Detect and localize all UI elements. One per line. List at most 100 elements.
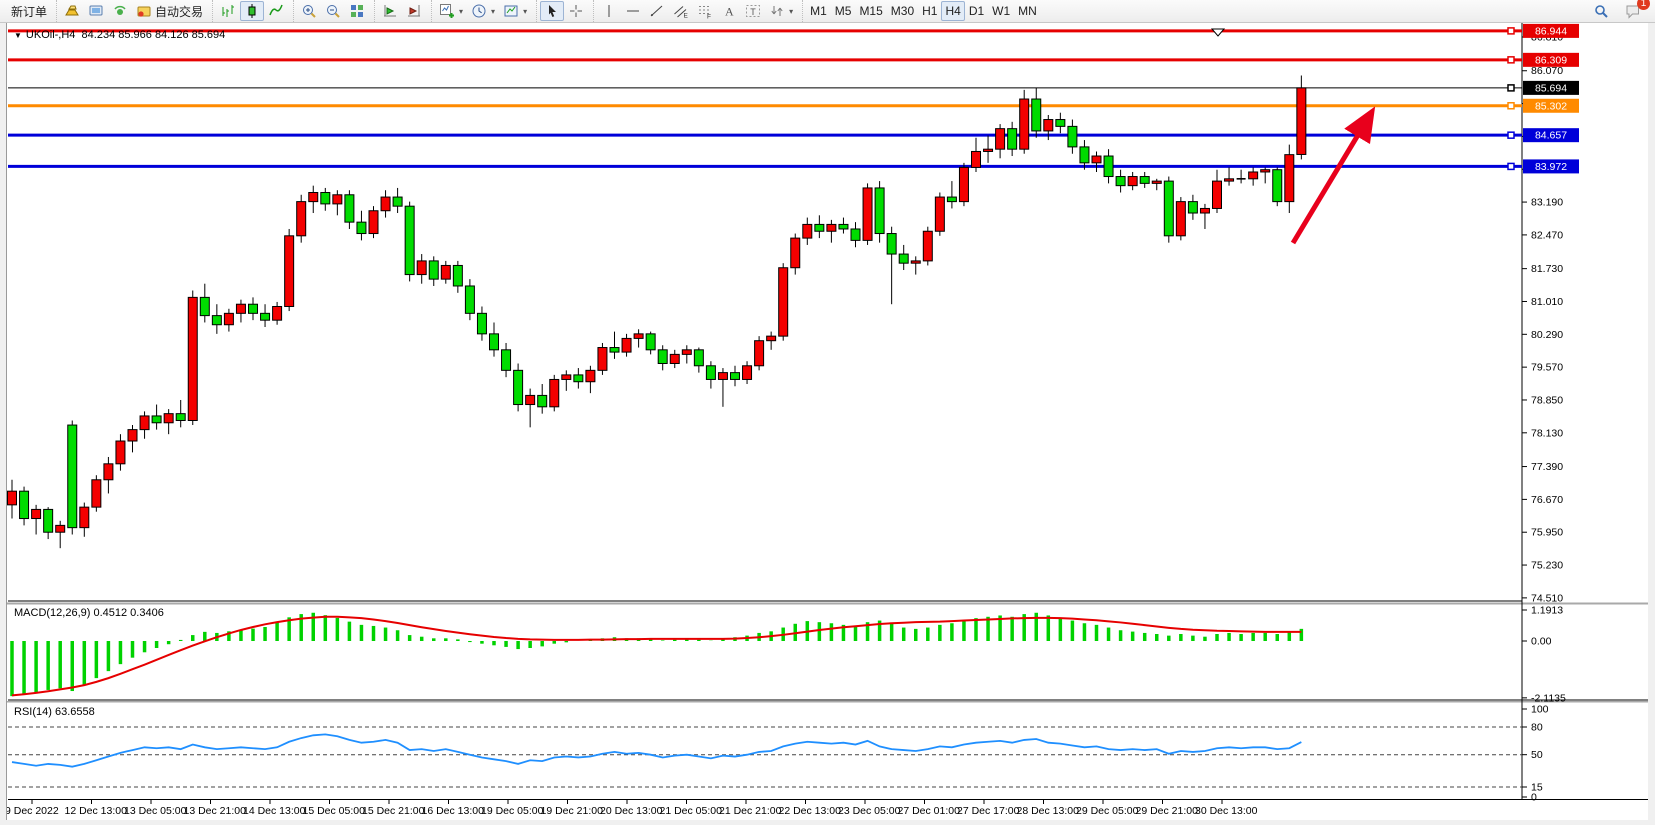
svg-text:86.944: 86.944 — [1535, 25, 1567, 37]
toolbar-group — [212, 0, 291, 22]
svg-text:84.657: 84.657 — [1535, 130, 1567, 142]
candlestick-chart-button[interactable] — [240, 1, 265, 21]
tf-m30-button[interactable]: M30 — [887, 1, 918, 21]
hline-icon — [625, 3, 641, 19]
chat-button[interactable]: 1 — [1621, 0, 1650, 21]
svg-text:78.130: 78.130 — [1531, 427, 1563, 439]
add-indicator-icon — [439, 3, 455, 19]
chevron-down-icon[interactable]: ▾ — [491, 6, 496, 16]
zoom-out-icon — [325, 3, 341, 19]
tf-m1-button[interactable]: M1 — [806, 1, 831, 21]
autoscroll-icon — [382, 3, 398, 19]
svg-text:50: 50 — [1531, 749, 1543, 761]
autotrade-button[interactable]: 自动交易 — [132, 1, 207, 21]
tile-windows-button[interactable] — [345, 1, 369, 21]
indicators-button[interactable]: ▾ — [435, 1, 467, 21]
search-button[interactable] — [1589, 1, 1613, 21]
svg-text:15: 15 — [1531, 781, 1543, 793]
periods-button[interactable]: ▾ — [467, 1, 499, 21]
tf-d1-button[interactable]: D1 — [965, 1, 988, 21]
templates-button[interactable]: ▾ — [499, 1, 531, 21]
auto-scroll-button[interactable] — [378, 1, 402, 21]
svg-text:15 Dec 05:00: 15 Dec 05:00 — [303, 805, 366, 817]
fibo-icon: F — [697, 3, 713, 21]
svg-text:30 Dec 13:00: 30 Dec 13:00 — [1195, 805, 1258, 817]
new-order-button[interactable]: 新订单 — [7, 1, 51, 21]
line-chart-button[interactable] — [264, 1, 288, 21]
notification-badge: 1 — [1637, 0, 1650, 10]
macd-indicator-label: MACD(12,26,9) 0.4512 0.3406 — [14, 607, 164, 619]
chart-area[interactable]: 86.81086.07085.35084.63083.91083.19082.4… — [0, 23, 1655, 825]
svg-text:19 Dec 21:00: 19 Dec 21:00 — [541, 805, 604, 817]
window-right-border — [1648, 23, 1655, 825]
cursor-button[interactable] — [540, 1, 565, 21]
toolbar-group — [374, 0, 429, 22]
tf-m15-button-label: M15 — [859, 4, 883, 18]
tf-h1-button-label: H1 — [922, 4, 938, 18]
tf-m15-button[interactable]: M15 — [855, 1, 886, 21]
chevron-down-icon[interactable]: ▼ — [14, 30, 22, 40]
main-toolbar: 新订单 自动交易 ▾ ▾ ▾ E F A T ▾ M1 M5 M15 M30 H1 H4 D1 W1 MN 1 — [0, 0, 1655, 23]
svg-text:77.390: 77.390 — [1531, 461, 1563, 473]
svg-text:0.00: 0.00 — [1531, 636, 1552, 648]
fibonacci-button[interactable]: F — [693, 1, 717, 21]
toolbar-group — [536, 0, 591, 22]
svg-text:19 Dec 05:00: 19 Dec 05:00 — [481, 805, 544, 817]
svg-text:15 Dec 21:00: 15 Dec 21:00 — [362, 805, 425, 817]
clock-icon — [471, 3, 487, 19]
tf-m1-button-label: M1 — [810, 4, 827, 18]
toolbar-right: 1 — [1589, 0, 1651, 21]
svg-text:27 Dec 01:00: 27 Dec 01:00 — [898, 805, 961, 817]
trend-arrow-annotation[interactable] — [1290, 106, 1376, 245]
svg-text:85.694: 85.694 — [1535, 82, 1567, 94]
tf-h4-button[interactable]: H4 — [941, 1, 965, 21]
svg-text:80.290: 80.290 — [1531, 329, 1563, 341]
vline-button[interactable] — [597, 1, 621, 21]
crosshair-button[interactable] — [564, 1, 588, 21]
svg-text:9 Dec 2022: 9 Dec 2022 — [5, 805, 59, 817]
bar-chart-button[interactable] — [216, 1, 240, 21]
chevron-down-icon[interactable]: ▾ — [789, 6, 794, 16]
autotrade-button-label: 自动交易 — [155, 4, 204, 19]
svg-text:23 Dec 05:00: 23 Dec 05:00 — [838, 805, 901, 817]
zoom-in-button[interactable] — [297, 1, 321, 21]
hline-button[interactable] — [621, 1, 645, 21]
label-t-icon: T — [745, 3, 761, 19]
terminal-button[interactable] — [84, 1, 108, 21]
window-left-border — [0, 23, 7, 820]
toolbar-group: E F A T ▾ — [593, 0, 800, 22]
shapes-button[interactable]: ▾ — [765, 1, 797, 21]
gold-button[interactable] — [60, 1, 84, 21]
tf-h1-button[interactable]: H1 — [918, 1, 941, 21]
chevron-down-icon[interactable]: ▾ — [523, 6, 528, 16]
trendline-button[interactable] — [645, 1, 669, 21]
svg-text:29 Dec 21:00: 29 Dec 21:00 — [1136, 805, 1199, 817]
tf-w1-button[interactable]: W1 — [988, 1, 1014, 21]
svg-text:86.309: 86.309 — [1535, 54, 1567, 66]
channel-icon: E — [673, 3, 689, 20]
channel-button[interactable]: E — [669, 1, 693, 21]
template-icon — [503, 3, 519, 19]
svg-text:-2.1135: -2.1135 — [1531, 692, 1566, 704]
svg-text:F: F — [707, 14, 711, 20]
svg-text:E: E — [684, 13, 689, 20]
svg-text:0: 0 — [1531, 792, 1537, 804]
tf-mn-button[interactable]: MN — [1014, 1, 1041, 21]
chart-shift-button[interactable] — [402, 1, 426, 21]
tf-m5-button[interactable]: M5 — [831, 1, 856, 21]
label-button[interactable]: T — [741, 1, 765, 21]
svg-text:13 Dec 21:00: 13 Dec 21:00 — [184, 805, 247, 817]
chevron-down-icon[interactable]: ▾ — [459, 6, 464, 16]
shapes-icon — [769, 3, 785, 19]
tf-m30-button-label: M30 — [890, 4, 915, 18]
signals-button[interactable] — [108, 1, 132, 21]
svg-text:12 Dec 13:00: 12 Dec 13:00 — [65, 805, 128, 817]
candlestick-icon — [244, 3, 260, 19]
text-button[interactable]: A — [717, 1, 741, 21]
svg-text:79.570: 79.570 — [1531, 362, 1563, 374]
autotrade-icon — [136, 3, 152, 19]
zoom-out-button[interactable] — [321, 1, 345, 21]
svg-text:76.670: 76.670 — [1531, 494, 1563, 506]
vline-icon — [601, 3, 617, 19]
svg-text:83.190: 83.190 — [1531, 197, 1563, 209]
